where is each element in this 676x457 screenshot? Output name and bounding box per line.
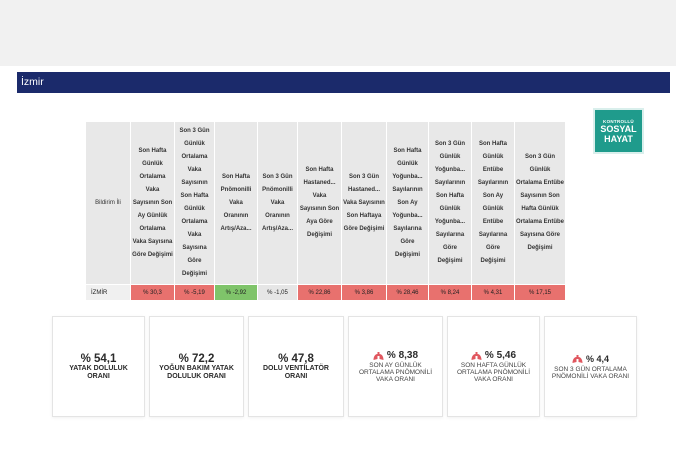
three-day-pneumonia-card: % 4,4 SON 3 GÜN ORTALAMA PNÖMONİLİ VAKA …: [544, 316, 637, 417]
lungs-icon: [572, 355, 583, 363]
card-label: SON 3 GÜN ORTALAMA PNÖMONİLİ VAKA ORANI: [551, 365, 630, 380]
column-header[interactable]: Son Hafta Günlük Yoğunba... Sayılarının …: [387, 122, 429, 284]
table-cell: % 22,86: [298, 284, 342, 300]
card-value: % 5,46: [484, 350, 517, 361]
card-label: SON AY GÜNLÜK ORTALAMA PNÖMONİLİ VAKA OR…: [358, 362, 433, 383]
column-header[interactable]: Son 3 Gün Günlük Ortalama Entübe Sayısın…: [515, 122, 566, 284]
table-cell: % 8,24: [429, 284, 472, 300]
card-value-row: % 5,46: [471, 350, 516, 361]
column-header[interactable]: Bildirim İli: [86, 122, 131, 284]
row-province-name: İZMİR: [86, 284, 131, 300]
ventilator-occupancy-card: % 47,8 DOLU VENTİLATÖR ORANI: [248, 316, 344, 417]
column-header[interactable]: Son 3 Gün Günlük Yoğunba... Sayılarının …: [429, 122, 472, 284]
card-label: SON HAFTA GÜNLÜK ORTALAMA PNÖMONİLİ VAKA…: [456, 362, 531, 383]
column-header[interactable]: Son Hafta Günlük Ortalama Vaka Sayısının…: [131, 122, 175, 284]
column-header[interactable]: Son 3 Gün Pnömonilli Vaka Oranının Artış…: [258, 122, 298, 284]
lungs-icon: [471, 351, 482, 360]
lungs-icon: [373, 351, 384, 360]
weekly-pneumonia-card: % 5,46 SON HAFTA GÜNLÜK ORTALAMA PNÖMONİ…: [447, 316, 540, 417]
risk-table: Bildirim İli Son Hafta Günlük Ortalama V…: [86, 122, 566, 300]
column-header[interactable]: Son Hafta Hastaned... Vaka Sayısının Son…: [298, 122, 342, 284]
table-cell: % -2,92: [215, 284, 258, 300]
card-label: YATAK DOLULUK ORANI: [69, 364, 128, 380]
table-cell: % -5,19: [175, 284, 215, 300]
table-cell: % 4,31: [472, 284, 515, 300]
card-value: % 8,38: [386, 350, 419, 361]
icu-occupancy-card: % 72,2 YOĞUN BAKIM YATAK DOLULUK ORANI: [149, 316, 244, 417]
card-value-row: % 8,38: [373, 350, 418, 361]
logo-line-2: SOSYAL: [600, 123, 637, 134]
table-cell: % 28,46: [387, 284, 429, 300]
kontrollu-sosyal-hayat-logo: KONTROLLÜ SOSYAL HAYAT: [593, 108, 644, 154]
card-value-row: % 4,4: [572, 354, 609, 365]
bed-occupancy-card: % 54,1 YATAK DOLULUK ORANI: [52, 316, 145, 417]
column-header[interactable]: Son 3 Gün Günlük Ortalama Vaka Sayısının…: [175, 122, 215, 284]
table-cell: % 30,3: [131, 284, 175, 300]
top-band: [0, 0, 676, 66]
page-title: İzmir: [17, 72, 670, 93]
table-cell: % 17,15: [515, 284, 566, 300]
column-header[interactable]: Son Hafta Pnömonilli Vaka Oranının Artış…: [215, 122, 258, 284]
logo-line-1: KONTROLLÜ: [603, 118, 634, 124]
card-value: % 72,2: [178, 352, 215, 365]
table-cell: % 3,86: [342, 284, 387, 300]
card-label: YOĞUN BAKIM YATAK DOLULUK ORANI: [159, 364, 234, 380]
column-header[interactable]: Son Hafta Günlük Entübe Sayılarının Son …: [472, 122, 515, 284]
card-label: DOLU VENTİLATÖR ORANI: [263, 364, 329, 380]
table-cell: % -1,05: [258, 284, 298, 300]
card-value: % 47,8: [278, 352, 314, 365]
card-value: % 4,4: [585, 353, 609, 364]
column-header[interactable]: Son 3 Gün Hastaned... Vaka Sayısının Son…: [342, 122, 387, 284]
logo-line-3: HAYAT: [604, 133, 633, 144]
monthly-pneumonia-card: % 8,38 SON AY GÜNLÜK ORTALAMA PNÖMONİLİ …: [348, 316, 443, 417]
card-value: % 54,1: [80, 352, 117, 365]
